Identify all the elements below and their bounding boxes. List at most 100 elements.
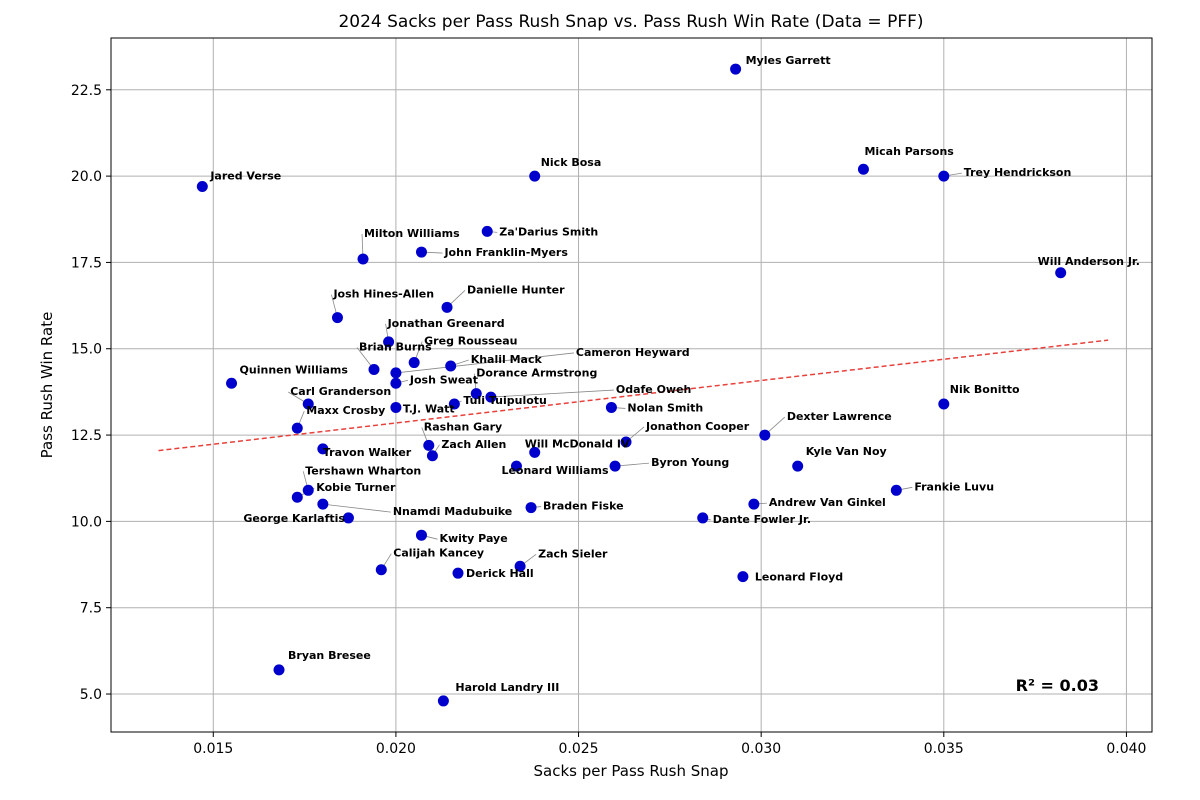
point-label: Dante Fowler Jr. xyxy=(713,513,811,526)
point-label: Trey Hendrickson xyxy=(964,166,1072,179)
data-point xyxy=(375,564,387,576)
x-tick-label: 0.025 xyxy=(558,741,598,757)
point-label: Kyle Van Noy xyxy=(806,445,887,458)
point-labels: Myles Garrett Nick Bosa Micah Parsons Trey … xyxy=(209,54,1140,694)
point-label: Quinnen Williams xyxy=(240,363,349,376)
y-tick-label: 22.5 xyxy=(71,83,102,99)
data-point xyxy=(529,170,541,182)
data-point xyxy=(383,336,395,348)
data-point xyxy=(938,170,950,182)
data-point xyxy=(357,253,369,265)
data-point xyxy=(525,502,537,514)
y-tick-label: 7.5 xyxy=(80,601,102,617)
gridlines xyxy=(111,38,1152,732)
data-point xyxy=(415,246,427,258)
data-point xyxy=(342,512,354,524)
point-label: Will McDonald IV xyxy=(525,437,630,450)
data-point xyxy=(510,460,522,472)
data-point xyxy=(291,491,303,503)
point-label: Leonard Williams xyxy=(501,464,609,477)
y-tick-label: 15.0 xyxy=(71,342,102,358)
point-label: John Franklin-Myers xyxy=(443,246,568,259)
point-label: Travon Walker xyxy=(323,446,412,459)
point-label: Maxx Crosby xyxy=(306,404,385,417)
data-point xyxy=(470,388,482,400)
data-point xyxy=(426,450,438,462)
point-label: Khalil Mack xyxy=(471,353,543,366)
point-label: Derick Hall xyxy=(466,567,534,580)
data-points xyxy=(196,63,1067,707)
data-point xyxy=(226,377,238,389)
point-label: Jonathon Cooper xyxy=(645,420,750,433)
point-label: Nolan Smith xyxy=(627,401,703,414)
x-tick-label: 0.030 xyxy=(741,741,781,757)
data-point xyxy=(529,446,541,458)
y-axis-ticks: 5.0 7.5 10.0 12.5 15.0 17.5 20.0 22.5 xyxy=(71,83,111,703)
point-label: Cameron Heyward xyxy=(576,346,690,359)
y-axis-label: Pass Rush Win Rate xyxy=(38,312,56,459)
leader-line xyxy=(395,352,574,374)
x-tick-label: 0.035 xyxy=(924,741,964,757)
point-label: Byron Young xyxy=(651,456,729,469)
y-tick-label: 20.0 xyxy=(71,169,102,185)
point-label: Nick Bosa xyxy=(541,156,602,169)
point-label: Kobie Turner xyxy=(316,481,396,494)
y-tick-label: 12.5 xyxy=(71,428,102,444)
point-label: Josh Sweat xyxy=(409,373,478,386)
data-point xyxy=(317,498,329,510)
point-label: Frankie Luvu xyxy=(914,480,994,493)
data-point xyxy=(485,391,497,403)
point-label: Bryan Bresee xyxy=(288,649,371,662)
point-label: Jonathan Greenard xyxy=(387,317,505,330)
leader-line xyxy=(322,503,391,513)
leader-line xyxy=(615,462,650,467)
point-label: Carl Granderson xyxy=(290,385,391,398)
y-tick-label: 17.5 xyxy=(71,255,102,271)
point-label: Myles Garrett xyxy=(746,54,831,67)
point-label: Calijah Kancey xyxy=(393,547,484,560)
point-label: Zach Allen xyxy=(441,438,506,451)
x-tick-label: 0.015 xyxy=(193,741,233,757)
data-point xyxy=(938,398,950,410)
point-label: Kwity Paye xyxy=(439,532,507,545)
data-point xyxy=(302,484,314,496)
point-label: Andrew Van Ginkel xyxy=(769,496,886,509)
data-point xyxy=(697,512,709,524)
data-point xyxy=(605,401,617,413)
point-label: Jared Verse xyxy=(209,169,281,182)
point-label: Nik Bonitto xyxy=(950,383,1020,396)
y-tick-label: 10.0 xyxy=(71,514,102,530)
point-label: Rashan Gary xyxy=(424,420,502,433)
point-label: Tuli Tuipulotu xyxy=(463,394,547,407)
data-point xyxy=(730,63,742,75)
data-point xyxy=(273,664,285,676)
point-label: Danielle Hunter xyxy=(467,283,565,296)
data-point xyxy=(857,163,869,175)
data-point xyxy=(748,498,760,510)
data-point xyxy=(609,460,621,472)
point-label: Brian Burns xyxy=(359,340,432,353)
point-label: Harold Landry III xyxy=(455,681,559,694)
point-label: Dorance Armstrong xyxy=(476,367,597,380)
point-label: Odafe Oweh xyxy=(616,383,692,396)
data-point xyxy=(514,560,526,572)
data-point xyxy=(291,422,303,434)
data-point xyxy=(792,460,804,472)
point-label: Milton Williams xyxy=(364,227,460,240)
data-point xyxy=(759,429,771,441)
leader-line xyxy=(490,389,614,398)
x-axis-ticks: 0.015 0.020 0.025 0.030 0.035 0.040 xyxy=(193,732,1146,757)
data-point xyxy=(415,529,427,541)
data-point xyxy=(620,436,632,448)
point-label: George Karlaftis xyxy=(243,512,345,525)
data-point xyxy=(302,398,314,410)
plot-area-frame xyxy=(110,37,1153,733)
data-point xyxy=(390,367,402,379)
chart-title: 2024 Sacks per Pass Rush Snap vs. Pass R… xyxy=(338,12,923,32)
data-point xyxy=(441,301,453,313)
data-point xyxy=(423,439,435,451)
data-point xyxy=(368,363,380,375)
trendline xyxy=(158,339,1109,452)
point-label: T.J. Watt xyxy=(403,402,455,415)
